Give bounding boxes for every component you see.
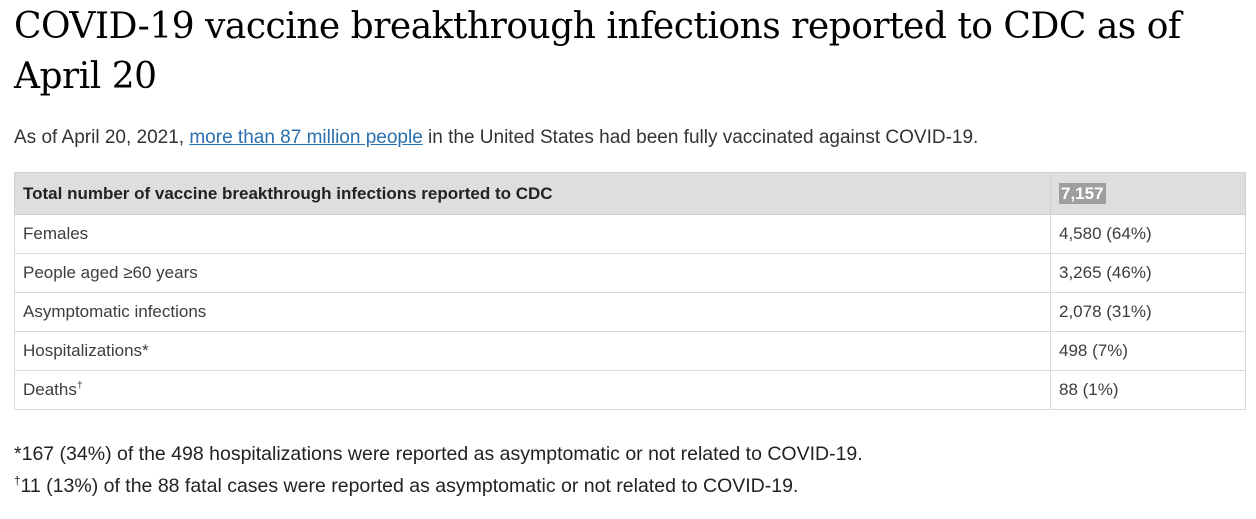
intro-text-after-link: in the United States had been fully vacc… [422, 127, 979, 149]
row-value-cell: 2,078 (31%) [1050, 292, 1246, 333]
table-row: Deaths† 88 (1%) [14, 370, 1246, 411]
footnote-deaths: †11 (13%) of the 88 fatal cases were rep… [14, 470, 1246, 502]
footnote-marker-dagger: † [14, 474, 21, 488]
table-row: Asymptomatic infections 2,078 (31%) [14, 292, 1246, 333]
article-content: COVID-19 vaccine breakthrough infections… [14, 6, 1246, 502]
row-value-cell: 4,580 (64%) [1050, 214, 1246, 255]
vaccinated-count-link[interactable]: more than 87 million people [189, 127, 423, 149]
row-label-cell: Deaths† [14, 370, 1051, 411]
dagger-superscript: † [76, 379, 83, 392]
page-title: COVID-19 vaccine breakthrough infections… [14, 6, 1181, 97]
table-row: Hospitalizations* 498 (7%) [14, 331, 1246, 372]
row-label-cell: People aged ≥60 years [14, 253, 1051, 294]
row-label-cell: Females [14, 214, 1051, 255]
header-value-cell: 7,157 [1050, 172, 1246, 216]
row-value-cell: 88 (1%) [1050, 370, 1246, 411]
row-label-cell: Hospitalizations* [14, 331, 1051, 372]
footnotes: *167 (34%) of the 498 hospitalizations w… [14, 438, 1246, 502]
table-row: Females 4,580 (64%) [14, 214, 1246, 255]
intro-text-before-link: As of April 20, 2021, [14, 127, 190, 149]
intro-paragraph: As of April 20, 2021, more than 87 milli… [14, 126, 1246, 151]
row-value-cell: 3,265 (46%) [1050, 253, 1246, 294]
row-label-text: Deaths [23, 380, 77, 400]
header-label-cell: Total number of vaccine breakthrough inf… [14, 172, 1051, 216]
table-header-row: Total number of vaccine breakthrough inf… [14, 172, 1246, 216]
footnote-hospitalizations: *167 (34%) of the 498 hospitalizations w… [14, 438, 1246, 470]
total-value-selected-text: 7,157 [1059, 182, 1106, 204]
row-value-cell: 498 (7%) [1050, 331, 1246, 372]
footnote-marker-asterisk: * [14, 443, 22, 466]
breakthrough-infections-table: Total number of vaccine breakthrough inf… [14, 172, 1246, 411]
footnote-text: 167 (34%) of the 498 hospitalizations we… [21, 443, 863, 466]
row-label-cell: Asymptomatic infections [14, 292, 1051, 333]
table-row: People aged ≥60 years 3,265 (46%) [14, 253, 1246, 294]
footnote-text: 11 (13%) of the 88 fatal cases were repo… [20, 475, 799, 498]
